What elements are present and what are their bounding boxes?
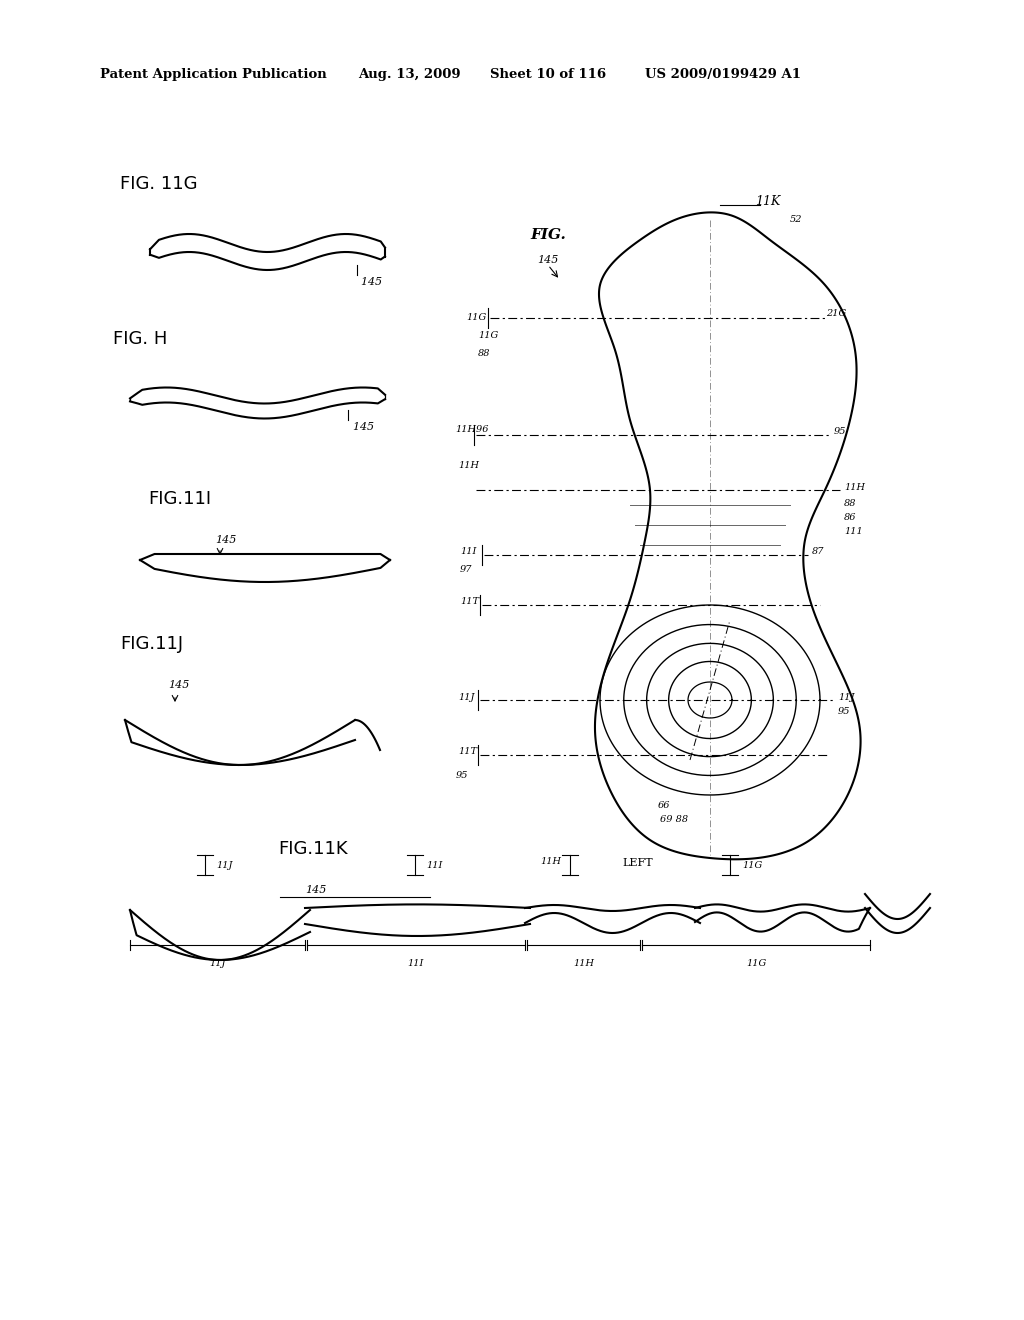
- Text: Patent Application Publication: Patent Application Publication: [100, 69, 327, 81]
- Text: 11H: 11H: [540, 858, 561, 866]
- Text: 11T: 11T: [458, 747, 477, 756]
- Text: 11K: 11K: [755, 195, 780, 209]
- Text: FIG. 11G: FIG. 11G: [120, 176, 198, 193]
- Text: 11G: 11G: [478, 330, 499, 339]
- Text: 95: 95: [834, 426, 847, 436]
- Text: FIG.11I: FIG.11I: [148, 490, 211, 508]
- Text: US 2009/0199429 A1: US 2009/0199429 A1: [645, 69, 801, 81]
- Text: $\mathregular{145}$: $\mathregular{145}$: [360, 275, 383, 286]
- Text: 11G: 11G: [745, 960, 766, 968]
- Text: Sheet 10 of 116: Sheet 10 of 116: [490, 69, 606, 81]
- Text: 52: 52: [790, 215, 803, 224]
- Text: 87: 87: [812, 546, 824, 556]
- Text: FIG.: FIG.: [530, 228, 565, 242]
- Text: 97: 97: [460, 565, 472, 574]
- Text: 66: 66: [658, 800, 671, 809]
- Text: FIG.11J: FIG.11J: [120, 635, 183, 653]
- Text: 95: 95: [838, 708, 851, 717]
- Text: 11I: 11I: [408, 960, 424, 968]
- Text: 88: 88: [844, 499, 856, 507]
- Text: 11J: 11J: [209, 960, 225, 968]
- Text: 11G: 11G: [742, 861, 762, 870]
- Text: 11H: 11H: [844, 483, 865, 491]
- Text: FIG. H: FIG. H: [113, 330, 167, 348]
- Text: 69 88: 69 88: [660, 816, 688, 825]
- Text: 145: 145: [537, 255, 558, 265]
- Text: 145: 145: [215, 535, 237, 545]
- Text: LEFT: LEFT: [622, 858, 652, 869]
- Text: 11J: 11J: [458, 693, 474, 701]
- Text: 11H: 11H: [458, 462, 479, 470]
- Text: 11I: 11I: [426, 861, 442, 870]
- Text: 145: 145: [168, 680, 189, 690]
- Text: 11H: 11H: [573, 960, 594, 968]
- Text: 86: 86: [844, 513, 856, 523]
- Text: 95: 95: [456, 771, 469, 780]
- Text: 11T: 11T: [460, 598, 479, 606]
- Text: 88: 88: [478, 348, 490, 358]
- Text: 111: 111: [844, 528, 863, 536]
- Text: 11G: 11G: [467, 314, 487, 322]
- Text: 11H96: 11H96: [455, 425, 488, 434]
- Text: 11I: 11I: [460, 548, 476, 557]
- Text: 11J: 11J: [838, 693, 854, 701]
- Text: $\mathregular{145}$: $\mathregular{145}$: [352, 420, 375, 432]
- Text: Aug. 13, 2009: Aug. 13, 2009: [358, 69, 461, 81]
- Text: FIG.11K: FIG.11K: [278, 840, 347, 858]
- Text: 11J: 11J: [216, 861, 232, 870]
- Text: 145: 145: [305, 884, 327, 895]
- Text: 21G: 21G: [826, 309, 846, 318]
